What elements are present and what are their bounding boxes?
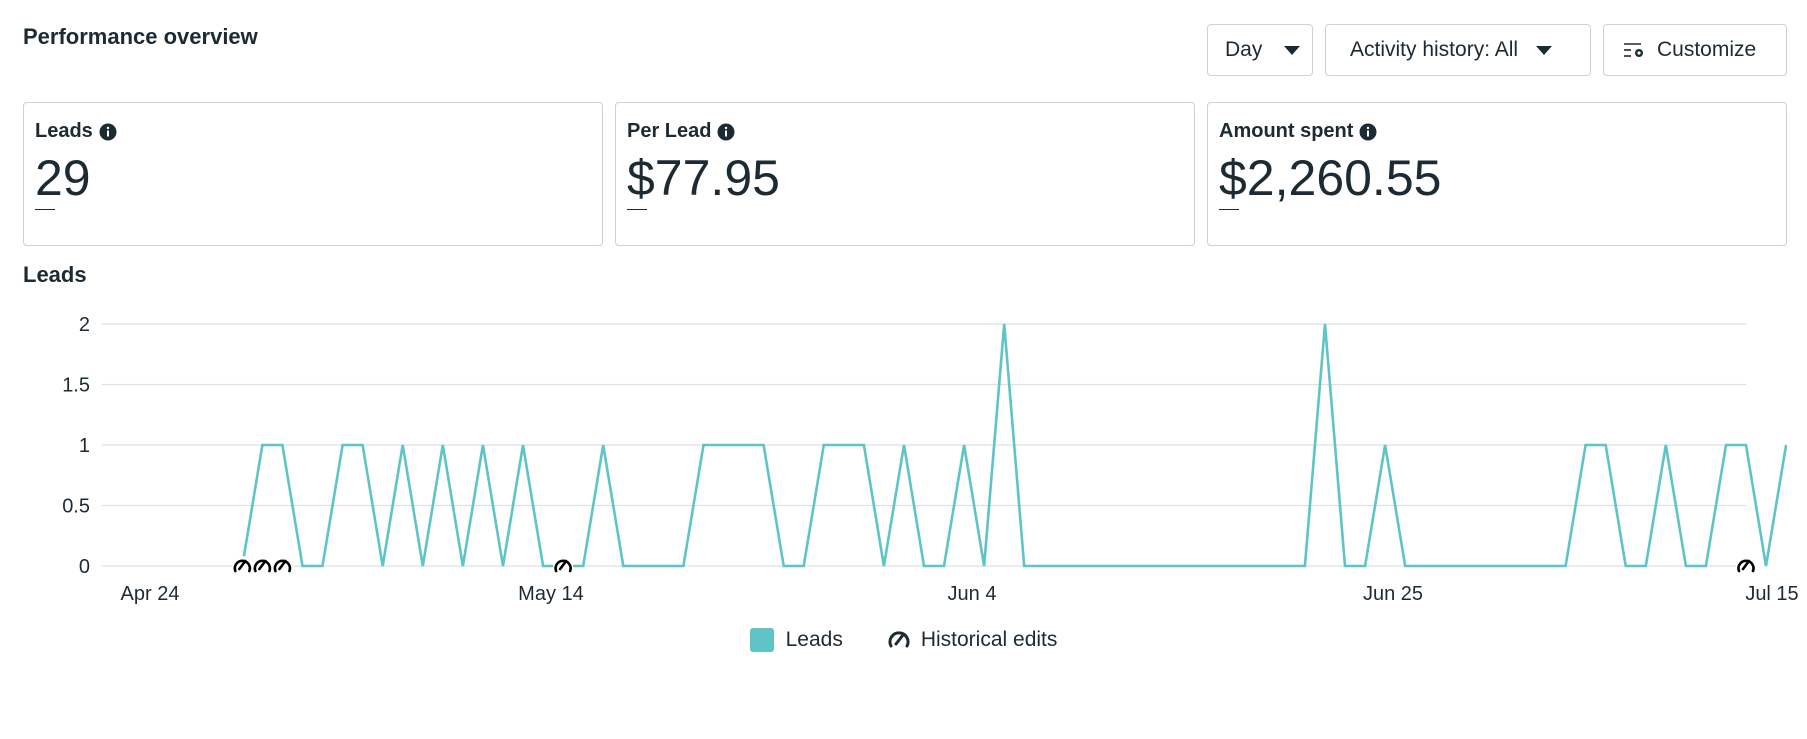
- activity-history-label: Activity history: All: [1350, 38, 1519, 61]
- historical-edit-marker[interactable]: [272, 556, 293, 576]
- chart-title: Leads: [23, 262, 87, 287]
- historical-edit-marker[interactable]: [553, 556, 574, 576]
- x-tick-label: Apr 24: [121, 583, 180, 605]
- metric-label: Amount spent: [1219, 120, 1354, 142]
- chart-legend: Leads Historical edits: [0, 628, 1807, 652]
- page-title: Performance overview: [23, 24, 258, 49]
- metric-card-per-lead[interactable]: Per Lead $77.95: [615, 102, 1195, 246]
- metric-delta-dash: [627, 209, 647, 210]
- x-tick-label: May 14: [518, 583, 584, 605]
- metric-card-leads[interactable]: Leads 29: [23, 102, 603, 246]
- series-line-leads[interactable]: [241, 323, 1788, 568]
- metric-label: Per Lead: [627, 120, 712, 142]
- metric-value: $77.95: [627, 150, 780, 206]
- y-tick-label: 0.5: [62, 496, 90, 518]
- x-tick-label: Jul 15: [1745, 583, 1798, 605]
- info-icon[interactable]: [99, 123, 117, 141]
- legend-label: Leads: [785, 628, 843, 651]
- y-tick-label: 1: [79, 435, 90, 457]
- y-tick-label: 0: [79, 556, 90, 578]
- historical-edit-icon: [887, 628, 911, 652]
- metric-delta-dash: [1219, 209, 1239, 210]
- metric-value: $2,260.55: [1219, 150, 1442, 206]
- customize-button[interactable]: Customize: [1603, 24, 1787, 76]
- metric-label-container: Per Lead: [627, 120, 735, 143]
- caret-down-icon: [1284, 45, 1301, 55]
- metric-card-amount-spent[interactable]: Amount spent $2,260.55: [1207, 102, 1787, 246]
- info-icon[interactable]: [717, 123, 735, 141]
- day-dropdown-label: Day: [1225, 38, 1263, 61]
- legend-swatch: [749, 628, 774, 652]
- metric-label-container: Leads: [35, 120, 117, 143]
- legend-label: Historical edits: [920, 628, 1058, 651]
- legend-item-historical-edits[interactable]: Historical edits: [887, 628, 1058, 652]
- x-tick-label: Jun 25: [1363, 583, 1423, 605]
- day-dropdown[interactable]: Day: [1207, 24, 1313, 76]
- activity-history-dropdown[interactable]: Activity history: All: [1325, 24, 1591, 76]
- metric-label-container: Amount spent: [1219, 120, 1377, 143]
- settings-list-icon: [1623, 40, 1647, 60]
- metric-value: 29: [35, 150, 91, 206]
- y-tick-label: 1.5: [62, 375, 90, 397]
- metric-label: Leads: [35, 120, 93, 142]
- historical-edit-marker[interactable]: [232, 556, 253, 576]
- customize-label: Customize: [1657, 38, 1757, 61]
- caret-down-icon: [1536, 45, 1553, 55]
- legend-item-leads[interactable]: Leads: [749, 628, 843, 652]
- y-tick-label: 2: [79, 314, 90, 336]
- metric-delta-dash: [35, 209, 55, 210]
- leads-line-chart: 0 0.5 1 1.5 2 Apr 24 May 14 Jun 4 Jun 25 Jul 15: [62, 314, 1799, 605]
- info-icon[interactable]: [1359, 123, 1377, 141]
- historical-edit-marker[interactable]: [1736, 556, 1756, 576]
- historical-edit-marker[interactable]: [252, 556, 273, 576]
- x-tick-label: Jun 4: [948, 583, 997, 605]
